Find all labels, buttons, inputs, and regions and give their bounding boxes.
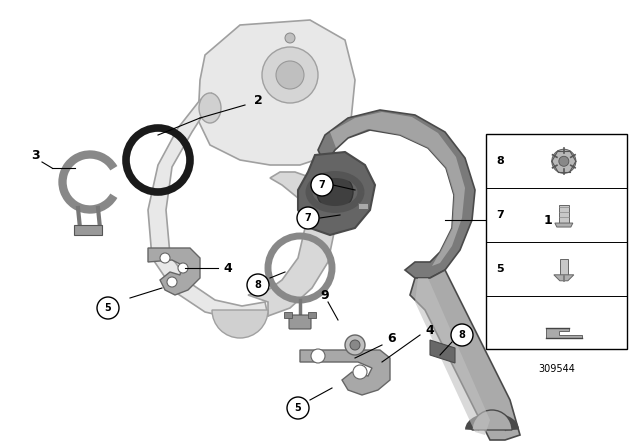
Circle shape [97, 297, 119, 319]
Text: 8: 8 [459, 330, 465, 340]
Polygon shape [298, 152, 375, 235]
Circle shape [276, 61, 304, 89]
Polygon shape [555, 223, 573, 227]
Circle shape [160, 253, 170, 263]
Text: 4: 4 [223, 262, 232, 275]
Polygon shape [148, 248, 200, 295]
Text: 1: 1 [543, 214, 552, 227]
Circle shape [559, 156, 569, 166]
Circle shape [451, 324, 473, 346]
Bar [308, 312, 316, 318]
Circle shape [247, 274, 269, 296]
Bar [284, 312, 292, 318]
Circle shape [552, 149, 576, 173]
Polygon shape [318, 110, 475, 278]
Circle shape [262, 47, 318, 103]
Polygon shape [415, 278, 490, 435]
Polygon shape [248, 172, 335, 316]
Bar [486, 134, 627, 349]
Text: 5: 5 [104, 303, 111, 313]
Circle shape [353, 365, 367, 379]
Bar [358, 203, 368, 209]
Circle shape [178, 263, 188, 273]
Text: 309544: 309544 [538, 364, 575, 375]
Circle shape [297, 207, 319, 229]
Text: 3: 3 [31, 148, 39, 161]
Text: 9: 9 [321, 289, 330, 302]
Wedge shape [472, 410, 512, 430]
Bar [560, 259, 568, 277]
Circle shape [345, 335, 365, 355]
Polygon shape [554, 275, 574, 281]
FancyBboxPatch shape [289, 315, 311, 329]
Ellipse shape [199, 93, 221, 123]
Polygon shape [330, 112, 465, 266]
Circle shape [317, 174, 353, 210]
Wedge shape [212, 310, 268, 338]
Text: 5: 5 [497, 264, 504, 274]
Text: 8: 8 [255, 280, 261, 290]
Circle shape [311, 174, 333, 196]
Polygon shape [410, 270, 520, 440]
Text: 4: 4 [426, 323, 435, 336]
Polygon shape [546, 327, 582, 337]
Text: 8: 8 [497, 156, 504, 166]
Circle shape [350, 340, 360, 350]
Bar [559, 205, 569, 225]
Circle shape [285, 33, 295, 43]
Bar [74, 225, 102, 235]
Circle shape [311, 349, 325, 363]
Text: 2: 2 [253, 94, 262, 107]
Text: 6: 6 [388, 332, 396, 345]
Text: 7: 7 [305, 213, 312, 223]
Circle shape [167, 277, 177, 287]
Polygon shape [198, 20, 355, 165]
Polygon shape [300, 350, 390, 395]
Polygon shape [148, 93, 268, 320]
Text: 7: 7 [497, 210, 504, 220]
Polygon shape [430, 340, 455, 363]
Text: 7: 7 [319, 180, 325, 190]
Text: 5: 5 [294, 403, 301, 413]
Circle shape [287, 397, 309, 419]
